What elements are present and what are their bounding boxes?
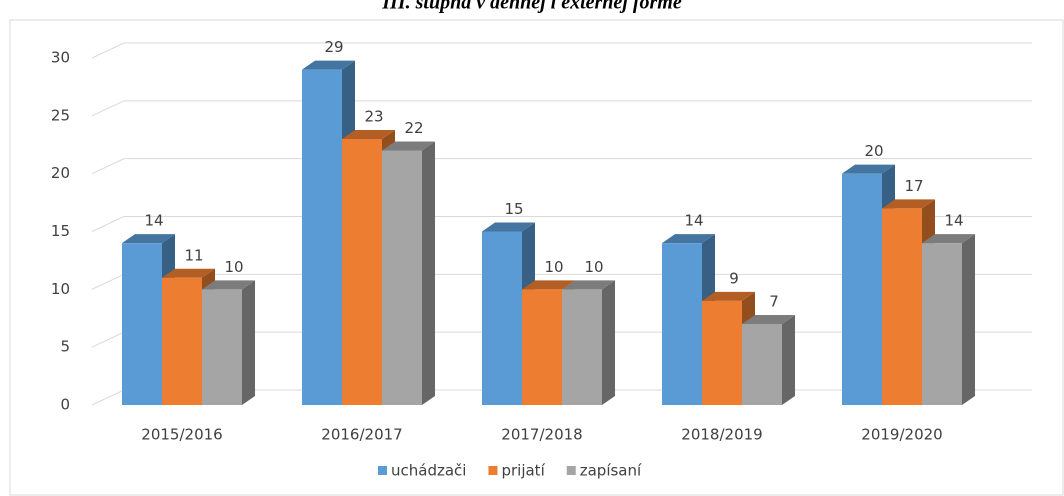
bar-face — [522, 289, 562, 405]
bar-face — [782, 315, 795, 405]
bar-face — [422, 141, 435, 406]
bar — [382, 141, 435, 406]
bar-face — [922, 234, 975, 244]
legend-swatch — [566, 466, 576, 475]
bar — [922, 234, 975, 405]
legend-swatch — [488, 466, 498, 475]
bar-face — [662, 243, 702, 405]
data-label: 23 — [364, 107, 383, 125]
bar — [202, 280, 255, 405]
data-label: 10 — [544, 258, 563, 276]
data-label: 29 — [324, 38, 343, 56]
bar-face — [302, 60, 355, 70]
y-tick-label: 0 — [60, 396, 70, 414]
bar-face — [562, 289, 602, 405]
data-label: 15 — [504, 200, 523, 218]
bar-face — [202, 289, 242, 405]
bar-face — [882, 208, 922, 405]
data-label: 22 — [404, 119, 423, 137]
bar-face — [662, 234, 715, 244]
y-tick-label: 5 — [60, 338, 70, 356]
bar-face — [522, 280, 575, 290]
legend-label: prijatí — [501, 462, 545, 480]
data-label: 14 — [684, 212, 703, 230]
bar-face — [702, 291, 755, 301]
legend-label: uchádzači — [391, 462, 466, 480]
y-tick-label: 15 — [51, 222, 70, 240]
bar-face — [842, 173, 882, 405]
bar-face — [242, 280, 255, 405]
bar-face — [122, 234, 175, 244]
data-label: 11 — [184, 246, 203, 264]
data-label: 14 — [144, 212, 163, 230]
data-label: 20 — [864, 142, 883, 160]
bar-face — [742, 324, 782, 405]
y-tick-label: 10 — [51, 280, 70, 298]
grid-line — [91, 158, 1032, 175]
bar-face — [742, 315, 795, 325]
x-tick-label: 2018/2019 — [681, 426, 762, 444]
bar-face — [342, 129, 395, 139]
bar-face — [162, 277, 202, 405]
bar-face — [122, 243, 162, 405]
bar-face — [162, 268, 215, 278]
bar-face — [562, 280, 615, 290]
bar — [562, 280, 615, 405]
bar-face — [202, 280, 255, 290]
bar-face — [382, 141, 435, 151]
grid-line — [91, 42, 1032, 59]
bar-face — [482, 231, 522, 405]
data-label: 9 — [729, 269, 739, 287]
bar-face — [842, 164, 895, 174]
grid-line — [91, 216, 1032, 232]
x-tick-label: 2019/2020 — [861, 426, 942, 444]
bar-face — [882, 199, 935, 209]
y-tick-label: 20 — [51, 164, 70, 182]
grid-line — [91, 100, 1032, 117]
bar-face — [382, 150, 422, 405]
legend-swatch — [378, 466, 387, 475]
data-label: 17 — [904, 177, 923, 195]
y-tick-label: 30 — [51, 49, 70, 67]
data-label: 7 — [769, 293, 779, 311]
legend-label: zapísaní — [580, 462, 642, 480]
bar-face — [702, 300, 742, 405]
bar-face — [602, 280, 615, 405]
y-tick-label: 25 — [51, 106, 70, 124]
bar-face — [922, 243, 962, 405]
bar-face — [302, 69, 342, 406]
chart-title: III. stupňa v dennej i externej forme — [381, 0, 682, 14]
bar-face — [962, 234, 975, 405]
bar-face — [482, 222, 535, 232]
x-tick-label: 2016/2017 — [321, 426, 402, 444]
data-label: 14 — [944, 212, 963, 230]
bar — [742, 315, 795, 405]
x-tick-label: 2015/2016 — [141, 426, 222, 444]
bar-face — [342, 138, 382, 405]
data-label: 10 — [224, 258, 243, 276]
x-tick-label: 2017/2018 — [501, 426, 582, 444]
data-label: 10 — [584, 258, 603, 276]
